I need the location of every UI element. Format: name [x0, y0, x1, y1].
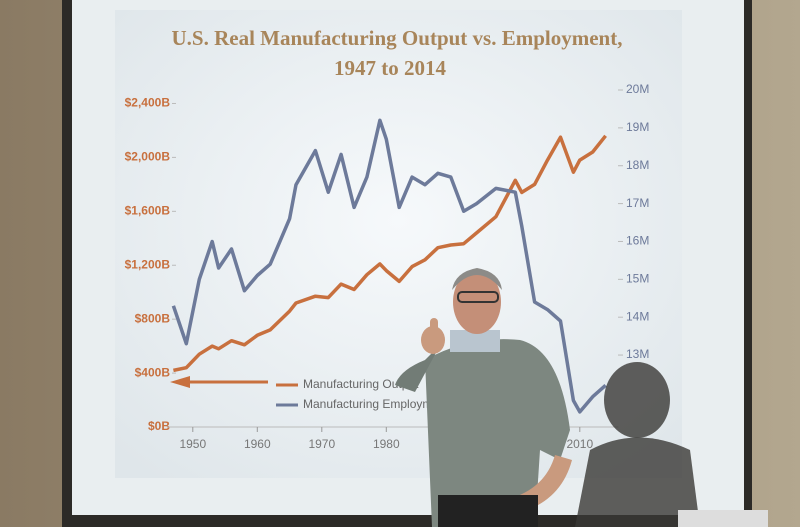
x-tick-label: 2010	[566, 437, 593, 451]
legend-label: Manufacturing Output	[303, 377, 419, 391]
chart: $0B $400B $800B $1,200B $1,600B $2,000B $2,400…	[125, 82, 650, 451]
x-tick-label: 1970	[308, 437, 335, 451]
y2-tick-label: 15M	[626, 271, 649, 285]
y-tick-label: $800B	[135, 311, 171, 325]
y2-tick-label: 16M	[626, 234, 649, 248]
y2-tick-label: 13M	[626, 347, 649, 361]
chart-subtitle: 1947 to 2014	[334, 56, 446, 80]
series-line	[171, 118, 607, 414]
y-tick-label: $2,400B	[125, 96, 171, 110]
y-tick-label: $400B	[135, 365, 171, 379]
y-tick-label: $0B	[148, 419, 170, 433]
y-tick-label: $1,600B	[125, 203, 171, 217]
y2-tick-label: 17M	[626, 196, 649, 210]
y2-tick-label: 14M	[626, 309, 649, 323]
y-tick-label: $1,200B	[125, 257, 171, 271]
arrow-head	[170, 376, 190, 388]
projector	[678, 510, 768, 527]
presenter	[395, 268, 572, 527]
legend-label: Manufacturing Employment	[303, 397, 450, 411]
y2-tick-label: 18M	[626, 158, 649, 172]
y-tick-label: $2,000B	[125, 150, 171, 164]
x-tick-label: 1950	[179, 437, 206, 451]
x-tick-label: 1980	[373, 437, 400, 451]
y2-tick-label: 20M	[626, 82, 649, 96]
presenter-shadow	[575, 362, 700, 527]
series-line	[173, 134, 607, 373]
chart-title: U.S. Real Manufacturing Output vs. Emplo…	[172, 26, 623, 50]
y2-tick-label: 19M	[626, 120, 649, 134]
x-tick-label: 1960	[244, 437, 271, 451]
